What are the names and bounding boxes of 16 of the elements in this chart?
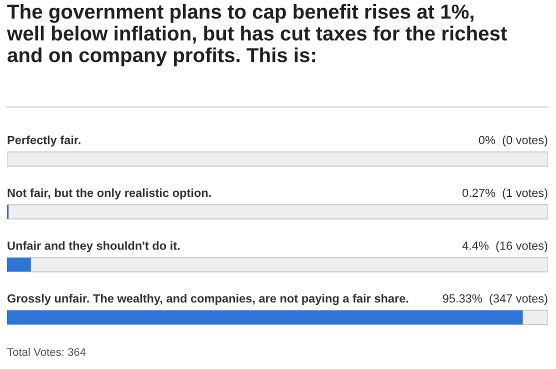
bar — [7, 151, 548, 167]
bar — [522, 310, 548, 326]
annotation: 95.33% (347 votes) — [442, 294, 548, 305]
y-tick-label: Perfectly fair. — [8, 136, 80, 147]
bar — [7, 310, 523, 325]
y-tick-label: Grossly unfair. The wealthy, and companies, are not paying a fair share. — [7, 294, 408, 306]
bar — [7, 258, 31, 272]
y-tick-label: Unfair and they shouldn't do it. — [8, 241, 180, 252]
chart-title: The government plans to cap benefit rises at 1%, well below inflation, but has cut taxes for the richest and on company profits. This is: — [6, 4, 507, 66]
bar — [8, 204, 548, 220]
y-tick-label: Not fair, but the only realistic option. — [8, 188, 211, 200]
text: Total Votes: 364 — [7, 348, 86, 356]
annotation: 4.4% (16 votes) — [462, 241, 548, 252]
bar — [30, 256, 548, 272]
annotation: 0% (0 votes) — [478, 136, 548, 147]
annotation: 0.27% (1 votes) — [462, 188, 548, 200]
